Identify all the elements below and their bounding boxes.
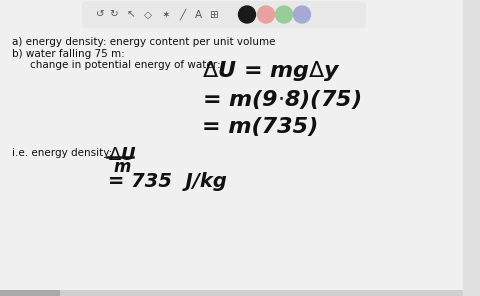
FancyBboxPatch shape (82, 1, 366, 28)
Circle shape (276, 6, 292, 23)
Bar (463, 0, 480, 296)
Text: b) water falling 75 m:: b) water falling 75 m: (12, 49, 125, 59)
Circle shape (293, 6, 311, 23)
Text: m: m (113, 158, 131, 176)
Text: change in potential energy of water:: change in potential energy of water: (30, 60, 221, 70)
Text: = m(9$\cdot$8)(75): = m(9$\cdot$8)(75) (202, 88, 361, 111)
Text: ✶: ✶ (161, 9, 169, 20)
Text: ◇: ◇ (144, 9, 152, 20)
Circle shape (239, 6, 255, 23)
Text: = 735  J/kg: = 735 J/kg (108, 172, 227, 191)
Text: a) energy density: energy content per unit volume: a) energy density: energy content per un… (12, 37, 276, 47)
Text: ⊞: ⊞ (209, 9, 217, 20)
Bar (0, 290, 463, 296)
Text: $\Delta$U: $\Delta$U (108, 146, 136, 164)
Text: i.e. energy density:: i.e. energy density: (12, 148, 112, 158)
Text: A: A (194, 9, 202, 20)
Text: ↖: ↖ (127, 9, 135, 20)
Text: ╱: ╱ (180, 9, 186, 20)
Text: = m(735): = m(735) (202, 117, 318, 137)
Bar (0, 290, 60, 296)
Text: $\Delta$U = mg$\Delta$y: $\Delta$U = mg$\Delta$y (202, 59, 341, 83)
Text: ↺: ↺ (96, 9, 104, 20)
Text: ↻: ↻ (109, 9, 119, 20)
Circle shape (257, 6, 275, 23)
